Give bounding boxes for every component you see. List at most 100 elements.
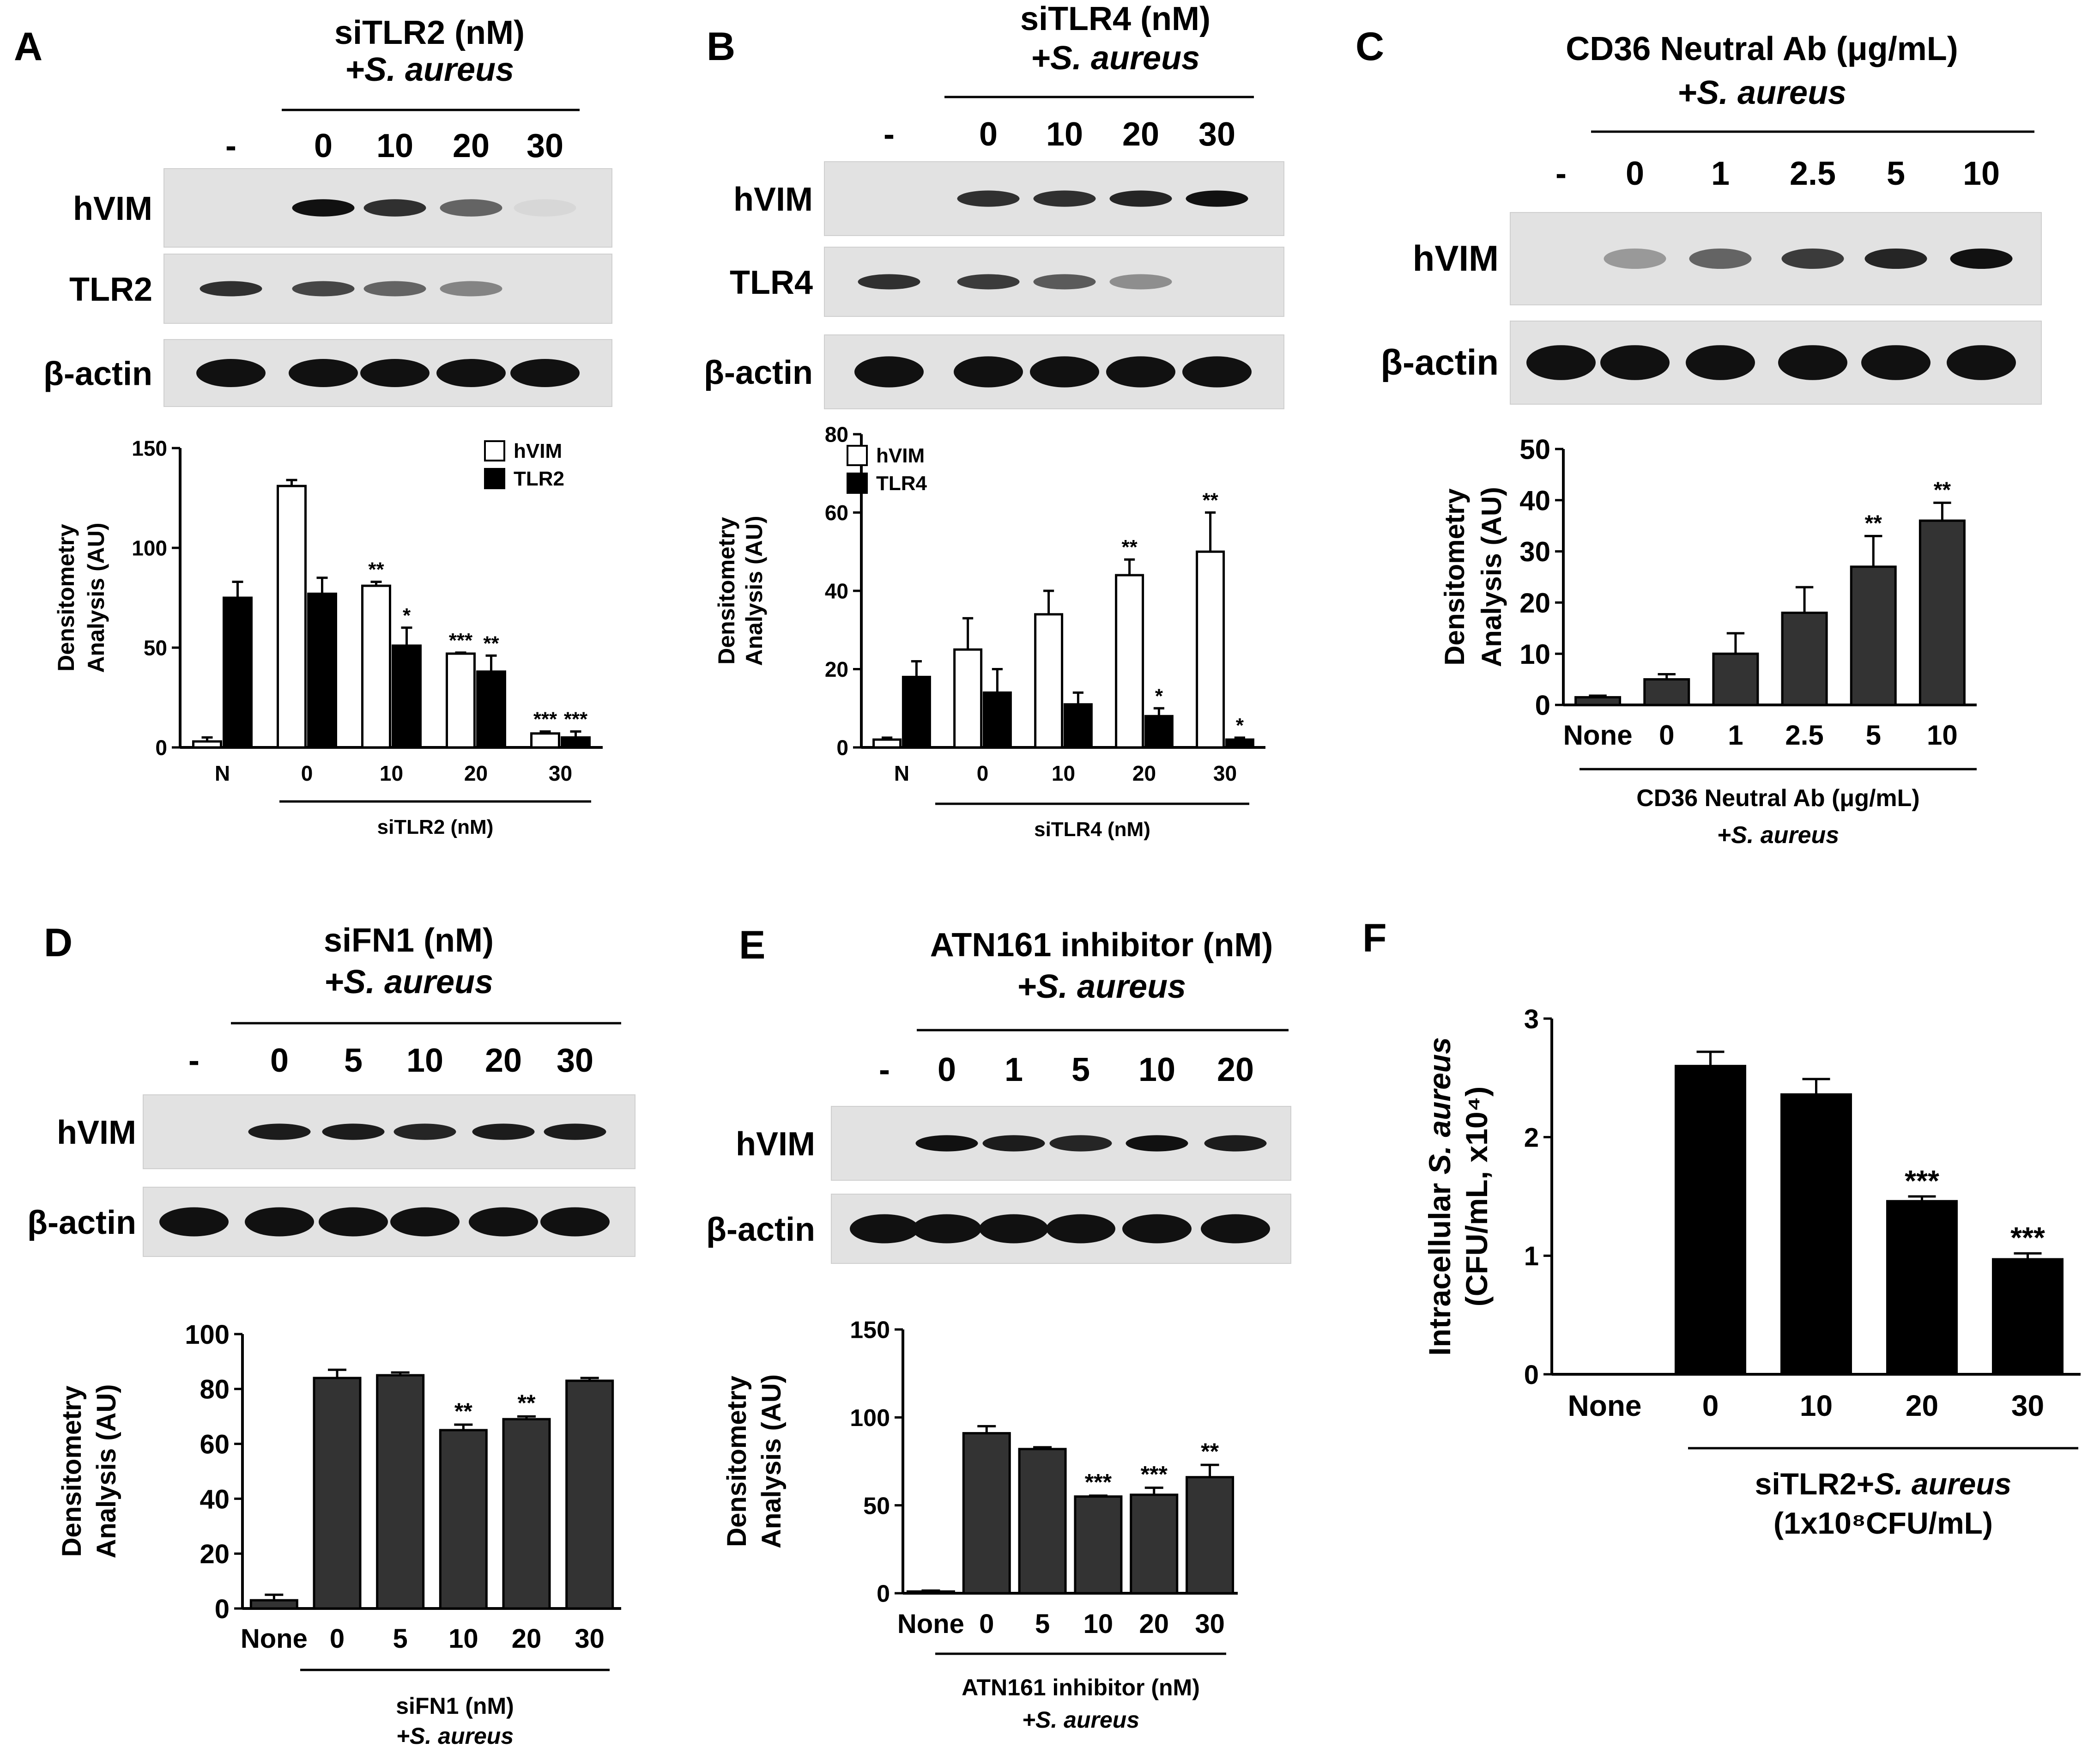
- blot-band: [1204, 1135, 1267, 1152]
- y-tick-label: 20: [825, 657, 848, 681]
- blot-row-label: hVIM: [733, 181, 813, 218]
- blot-band: [514, 199, 576, 217]
- x-tick-label: None: [1568, 1389, 1642, 1422]
- significance-label: **: [368, 558, 384, 581]
- x-tick-label: 0: [977, 761, 989, 785]
- blot-A: siTLR2 (nM)+S. aureus - 0 10 20 30 hVIM TLR2 β-a…: [43, 14, 612, 407]
- bar: [1074, 1495, 1123, 1595]
- blot-title-line: siTLR4 (nM): [1020, 0, 1210, 37]
- chart-F: 0 1 2 3 Intracellular S. aureus (CFU/mL, x10⁴…: [1422, 1004, 2081, 1540]
- blot-band: [912, 1214, 981, 1244]
- blot-title-line: +S. aureus: [1017, 968, 1186, 1005]
- y-tick-label: 40: [825, 579, 848, 603]
- legend-swatch: [484, 440, 505, 461]
- blot-lane-label: 30: [557, 1042, 593, 1079]
- blot-lane-label: 0: [979, 116, 998, 153]
- significance-label: *: [403, 604, 411, 627]
- blot-band: [1201, 1214, 1270, 1244]
- y-tick-label: 50: [1519, 434, 1550, 465]
- y-tick-label: 100: [850, 1405, 890, 1432]
- x-tick-label: 20: [512, 1624, 542, 1654]
- significance-label: **: [1202, 489, 1218, 512]
- blot-band: [196, 359, 266, 387]
- blot-lane-label: 20: [1122, 116, 1159, 153]
- y-tick-label: 40: [200, 1484, 230, 1514]
- blot-band: [915, 1135, 978, 1152]
- legend: hVIM TLR4: [847, 444, 927, 495]
- blot-band: [1186, 190, 1248, 207]
- blot-band: [510, 359, 580, 387]
- chart-E: 0 50 100 150 Densitometry Analysis (AU) None 0 5…: [722, 1317, 1238, 1733]
- bar: [1850, 565, 1897, 706]
- blot-band: [292, 281, 355, 297]
- blot-title-line: +S. aureus: [1677, 74, 1846, 111]
- blot-band: [1526, 345, 1596, 380]
- blot-lane-label: 20: [485, 1042, 522, 1079]
- y-tick-label: 80: [200, 1375, 230, 1405]
- significance-label: *: [1236, 714, 1244, 737]
- y-tick-label: 20: [200, 1539, 230, 1569]
- blot-title-line: CD36 Neutral Ab (μg/mL): [1566, 30, 1958, 67]
- significance-label: **: [518, 1390, 536, 1416]
- blot-lane-label: 5: [1887, 155, 1905, 192]
- blot-row-label: β-actin: [27, 1204, 136, 1241]
- blot-lane-label: 1: [1005, 1051, 1023, 1088]
- blot-row-label: TLR2: [69, 271, 152, 308]
- x-tick-label: 10: [448, 1624, 478, 1654]
- bar: [1115, 574, 1144, 749]
- bar: [902, 675, 931, 749]
- bar: [530, 732, 560, 749]
- y-tick-label: 10: [1519, 639, 1550, 670]
- x-tick-label: 10: [380, 761, 403, 785]
- x-tick-label: 30: [1195, 1609, 1225, 1639]
- blot-band: [1046, 1214, 1115, 1244]
- bar: [502, 1418, 551, 1610]
- y-tick-label: 100: [185, 1320, 230, 1350]
- bar: [249, 1599, 298, 1610]
- bar: [1144, 715, 1174, 749]
- blot-row-label: β-actin: [1380, 342, 1499, 382]
- blot-band: [319, 1207, 388, 1237]
- blot-band: [1781, 249, 1844, 269]
- blot-band: [957, 190, 1020, 207]
- bar: [1712, 652, 1759, 706]
- panel-letter-B: B: [707, 24, 735, 69]
- x-tick-label: 5: [1035, 1609, 1050, 1639]
- blot-C: CD36 Neutral Ab (μg/mL) +S. aureus - 0 1 2.5 5…: [1380, 30, 2042, 405]
- blot-band: [1106, 356, 1175, 388]
- blot-title-line: ATN161 inhibitor (nM): [930, 927, 1273, 964]
- y-axis-label: Analysis (AU): [741, 516, 767, 666]
- bar: [1063, 703, 1093, 749]
- y-axis-label: Densitometry: [722, 1376, 752, 1547]
- bar: [1918, 519, 1966, 706]
- panel-letter-D: D: [44, 921, 73, 965]
- blot-band: [954, 356, 1023, 388]
- bar: [982, 691, 1012, 749]
- blot-lane-label: 10: [1046, 116, 1083, 153]
- bar: [1018, 1448, 1067, 1595]
- x-tick-label: 10: [1927, 720, 1958, 751]
- x-tick-label: 20: [1906, 1389, 1938, 1422]
- x-tick-label: 20: [464, 761, 488, 785]
- group-label: siFN1 (nM): [396, 1693, 514, 1719]
- blot-title-line: +S. aureus: [324, 964, 493, 1001]
- blot-band: [436, 359, 506, 387]
- chart-B: 0 20 40 60 80 Densitometry Analysis (AU) N 0 10 20…: [714, 423, 1265, 841]
- blot-band: [1109, 190, 1172, 207]
- blot-row-label: β-actin: [706, 1211, 815, 1248]
- blot-lane-label: 10: [406, 1042, 443, 1079]
- significance-label: **: [483, 632, 499, 655]
- blot-band: [1182, 356, 1252, 388]
- y-tick-label: 60: [200, 1429, 230, 1459]
- group-label: siTLR2 (nM): [377, 816, 494, 838]
- blot-band: [363, 281, 426, 297]
- legend-swatch: [847, 445, 868, 466]
- bar: [561, 736, 591, 749]
- blot-band: [159, 1207, 229, 1237]
- blot-band: [363, 199, 426, 217]
- bar: [953, 648, 983, 749]
- y-tick-label: 150: [850, 1317, 890, 1344]
- blot-band: [1686, 345, 1755, 380]
- bar: [565, 1379, 614, 1610]
